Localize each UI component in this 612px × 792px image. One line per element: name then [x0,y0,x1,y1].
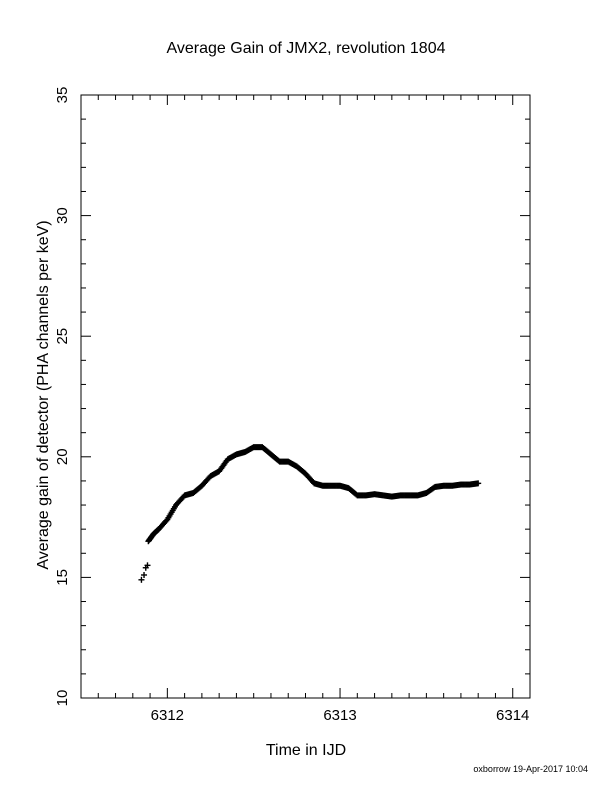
data-point-dense [162,518,169,525]
y-tick-label: 35 [54,87,71,104]
tick-labels: 6312 6313 6314 10 15 20 25 30 35 [54,87,529,724]
data-point-dense [300,468,307,475]
x-axis-label: Time in IJD [266,742,346,759]
x-tick-label: 6314 [496,707,529,724]
data-point [138,576,145,583]
chart-title: Average Gain of JMX2, revolution 1804 [167,40,446,57]
data-point-dense [429,485,436,492]
data-point-dense [352,490,359,497]
x-tick-label: 6312 [151,707,184,724]
y-tick-label: 10 [54,690,71,707]
data-points [138,444,482,583]
y-tick-label: 30 [54,207,71,224]
y-tick-label: 25 [54,328,71,345]
y-tick-label: 15 [54,569,71,586]
axis-ticks [80,94,531,699]
footer-credit: oxborrow 19-Apr-2017 10:04 [473,764,588,774]
data-point-dense [265,449,272,456]
x-tick-label: 6313 [323,707,356,724]
data-point-dense [179,494,186,501]
data-point-dense [474,480,481,487]
data-point-dense [205,475,212,482]
data-point-dense [308,477,315,484]
y-tick-label: 20 [54,448,71,465]
plot-frame [80,94,531,699]
y-axis-label: Average gain of detector (PHA channels p… [35,220,52,569]
data-point-dense [163,517,170,524]
data-point-dense [171,503,178,510]
data-point-dense [196,484,203,491]
data-point-dense [274,456,281,463]
data-point [141,571,148,578]
data-point [144,562,151,569]
